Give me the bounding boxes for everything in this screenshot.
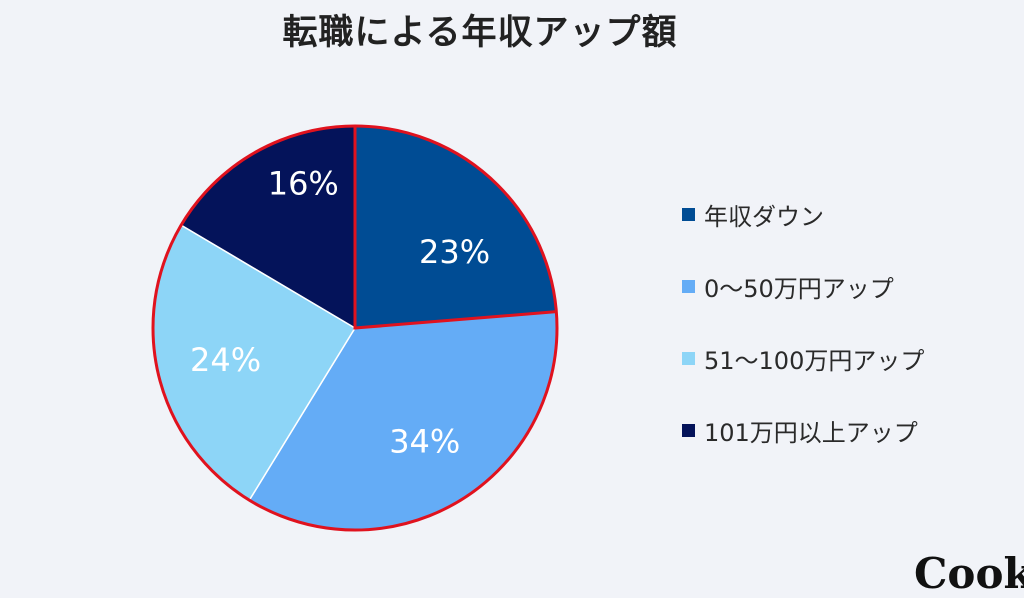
legend-swatch: [682, 207, 695, 221]
legend-swatch: [682, 279, 695, 293]
chart-legend: 年収ダウン 0〜50万円アップ 51〜100万円アップ 101万円以上アップ: [682, 196, 1012, 484]
slice-value-label: 34%: [389, 423, 460, 461]
slice-value-label: 24%: [190, 341, 261, 379]
slice-value-label: 23%: [419, 233, 490, 271]
legend-item: 51〜100万円アップ: [682, 340, 1012, 376]
legend-swatch: [682, 423, 695, 437]
legend-label: 51〜100万円アップ: [704, 346, 925, 375]
legend-item: 0〜50万円アップ: [682, 268, 1012, 304]
pie-highlight-edges: [353, 126, 557, 330]
chart-title: 転職による年収アップ額: [282, 13, 678, 53]
legend-swatch: [682, 351, 695, 365]
pie-slice: [354, 125, 558, 329]
legend-label: 年収ダウン: [704, 202, 824, 231]
legend-label: 0〜50万円アップ: [704, 274, 894, 303]
legend-label: 101万円以上アップ: [704, 418, 918, 447]
pie-chart: 23% 34% 24% 16%: [151, 124, 559, 532]
slice-value-label: 16%: [268, 164, 339, 202]
legend-item: 年収ダウン: [682, 196, 1012, 232]
legend-item: 101万円以上アップ: [682, 412, 1012, 448]
watermark-logo: Cook: [914, 549, 1024, 598]
